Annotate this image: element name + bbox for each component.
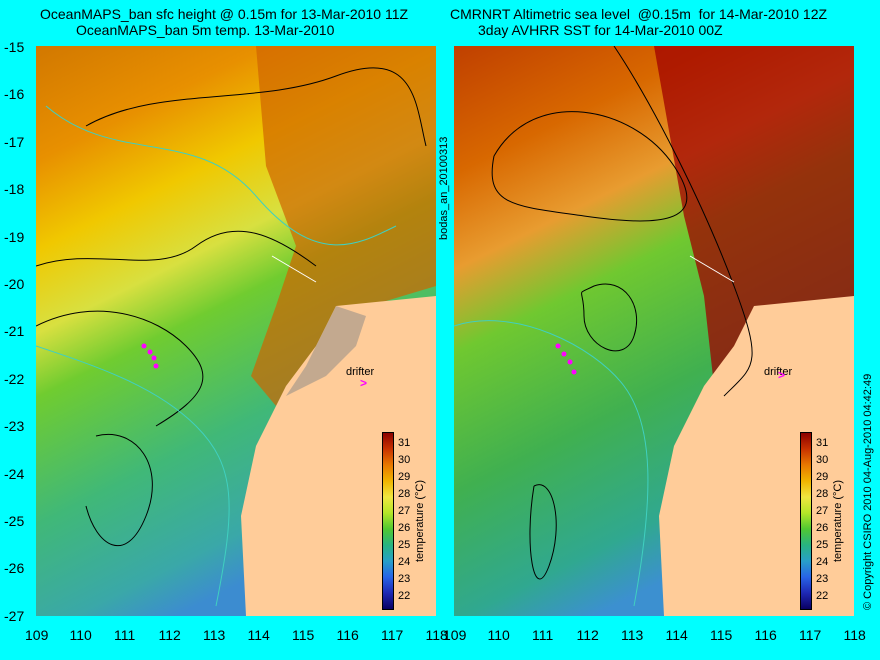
- colorbar-tick-label: 31: [816, 437, 829, 449]
- y-tick-label: -16: [4, 86, 25, 103]
- side-label: bodas_an_20100313: [438, 136, 450, 240]
- y-tick-label: -19: [4, 228, 25, 245]
- colorbar-tick-label: 23: [816, 573, 829, 585]
- x-tick-label: 115: [292, 627, 315, 643]
- left-map: [36, 46, 436, 616]
- colorbar-tick-label: 26: [398, 522, 411, 534]
- y-tick-label: -26: [4, 560, 25, 577]
- left-title-line1: OceanMAPS_ban sfc height @ 0.15m for 13-…: [40, 6, 409, 22]
- colorbar-tick-label: 22: [398, 590, 411, 602]
- x-tick-label: 118: [843, 627, 866, 643]
- x-tick-label: 114: [665, 627, 688, 643]
- left-title-line2: OceanMAPS_ban 5m temp. 13-Mar-2010: [76, 22, 335, 38]
- colorbar-tick-label: 31: [398, 437, 411, 449]
- colorbar-tick-label: 29: [398, 471, 411, 483]
- right-title-line1: CMRNRT Altimetric sea level @0.15m for 1…: [450, 6, 828, 22]
- y-tick-label: -22: [4, 370, 25, 387]
- colorbar-tick-label: 27: [816, 505, 829, 517]
- x-tick-label: 113: [203, 627, 226, 643]
- x-tick-label: 111: [532, 627, 554, 643]
- colorbar-bar: [382, 432, 394, 610]
- colorbar-tick-label: 30: [398, 454, 411, 466]
- colorbar-tick-label: 29: [816, 471, 829, 483]
- y-tick-label: -27: [4, 607, 25, 624]
- colorbar-tick-label: 23: [398, 573, 411, 585]
- colorbar-tick-label: 26: [816, 522, 829, 534]
- colorbar-tick-label: 28: [816, 488, 829, 500]
- right-map-panel: [454, 46, 854, 616]
- copyright-label: © Copyright CSIRO 2010 04-Aug-2010 04:42…: [862, 373, 874, 610]
- x-tick-label: 111: [114, 627, 136, 643]
- x-tick-label: 109: [25, 627, 49, 643]
- colorbar-tick-label: 28: [398, 488, 411, 500]
- y-tick-label: -24: [4, 465, 25, 482]
- x-tick-label: 115: [710, 627, 733, 643]
- x-tick-label: 118: [425, 627, 448, 643]
- colorbar-title: temperature (°C): [832, 479, 844, 562]
- colorbar-tick-label: 27: [398, 505, 411, 517]
- y-tick-label: -20: [4, 276, 25, 292]
- right-map: [454, 46, 854, 616]
- colorbar-tick-label: 24: [398, 556, 411, 568]
- drifter-label-right: drifter: [764, 366, 793, 378]
- x-tick-label: 112: [158, 627, 181, 643]
- y-tick-label: -18: [4, 181, 25, 198]
- x-tick-label: 117: [381, 627, 404, 643]
- x-tick-label: 113: [621, 627, 644, 643]
- drifter-arrow-icon-left: >: [360, 376, 368, 390]
- colorbar-tick-label: 24: [816, 556, 829, 568]
- x-tick-label: 116: [754, 627, 777, 643]
- colorbar-bar: [800, 432, 812, 610]
- x-tick-label: 116: [336, 627, 359, 643]
- colorbar-tick-label: 22: [816, 590, 829, 602]
- y-tick-label: -25: [4, 513, 25, 529]
- y-tick-label: -21: [4, 323, 25, 340]
- colorbar-title: temperature (°C): [414, 479, 426, 562]
- colorbar-tick-label: 25: [816, 539, 829, 551]
- x-tick-label: 110: [487, 627, 510, 643]
- drifter-label-left: drifter: [346, 366, 375, 378]
- x-tick-label: 110: [69, 627, 92, 643]
- x-tick-label: 109: [443, 627, 467, 643]
- drifter-arrow-icon-right: >: [778, 368, 786, 382]
- x-tick-label: 117: [799, 627, 822, 643]
- colorbar-tick-label: 30: [816, 454, 829, 466]
- y-tick-label: -17: [4, 133, 25, 150]
- x-tick-label: 112: [576, 627, 599, 643]
- y-tick-label: -15: [4, 39, 25, 55]
- right-title-line2: 3day AVHRR SST for 14-Mar-2010 00Z: [478, 22, 723, 38]
- y-tick-label: -23: [4, 418, 25, 435]
- colorbar-tick-label: 25: [398, 539, 411, 551]
- left-map-panel: [36, 46, 436, 616]
- x-tick-label: 114: [247, 627, 270, 643]
